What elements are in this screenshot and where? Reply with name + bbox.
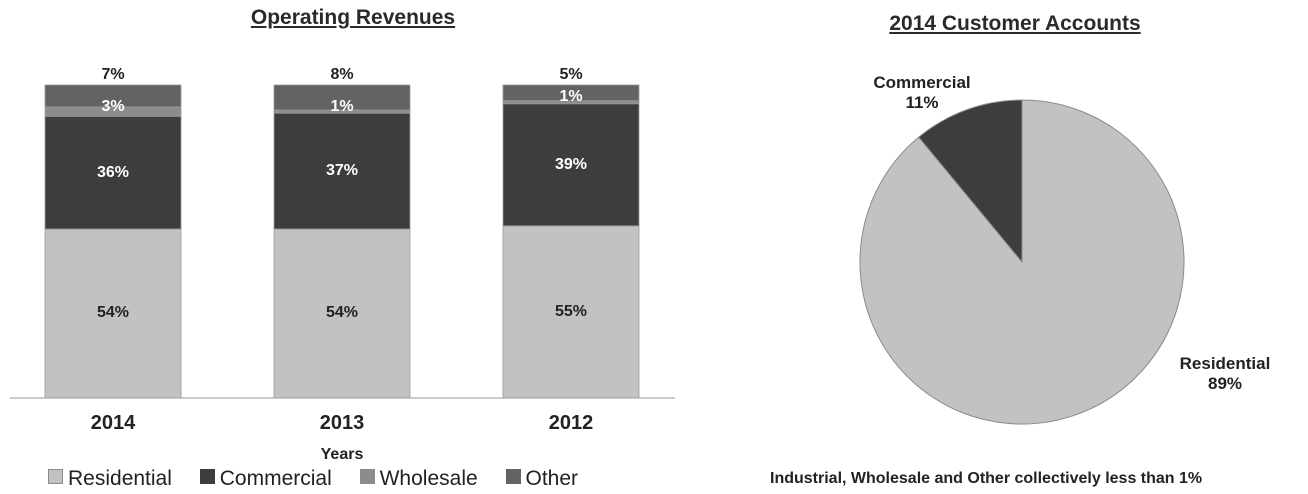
legend-item-wholesale: Wholesale <box>359 467 478 491</box>
x-tick-label: 2014 <box>90 412 136 434</box>
bar-segment-other <box>273 84 411 111</box>
bar-segment-residential <box>44 228 182 399</box>
legend-swatch <box>199 469 215 484</box>
x-axis-label: Years <box>320 446 364 463</box>
slice-name: Commercial <box>873 73 971 92</box>
bar-segment-other <box>44 84 182 108</box>
data-label: 1% <box>330 97 354 115</box>
data-label: 3% <box>101 97 125 115</box>
slice-value-label: 11% <box>905 93 939 112</box>
bar-segment-other <box>502 84 640 102</box>
legend-swatch <box>359 469 375 484</box>
bar-chart-title: Operating Revenues <box>250 6 456 29</box>
data-label: 8% <box>330 66 354 83</box>
legend-swatch <box>48 469 63 484</box>
data-label: 39% <box>554 155 588 173</box>
data-label: 5% <box>559 66 583 83</box>
pie-label-residential: Residential 89% <box>1165 354 1285 394</box>
pie-label-commercial: Commercial 11% <box>862 73 982 113</box>
legend-label: Commercial <box>219 467 332 490</box>
x-tick-label: 2012 <box>548 412 594 434</box>
bar-segment-residential <box>502 225 640 399</box>
x-tick-label: 2013 <box>319 412 365 434</box>
bar-segment-commercial <box>502 103 640 227</box>
legend-label: Residential <box>68 467 172 490</box>
data-label: 55% <box>554 302 588 320</box>
pie-footnote: Industrial, Wholesale and Other collecti… <box>770 470 1203 487</box>
data-label: 54% <box>96 304 130 322</box>
pie-chart-title: 2014 Customer Accounts <box>889 12 1141 35</box>
data-label: 36% <box>96 163 130 181</box>
pie-slice-commercial <box>918 99 1023 264</box>
data-label: 54% <box>325 304 359 322</box>
legend-item-commercial: Commercial <box>199 467 332 491</box>
legend-swatch <box>505 469 521 484</box>
legend-item-other: Other <box>505 467 579 491</box>
legend-label: Wholesale <box>379 467 478 490</box>
legend: Residential Commercial Wholesale Other <box>48 467 600 491</box>
bar-segment-residential <box>273 228 411 399</box>
data-label: 37% <box>325 162 359 180</box>
data-label: 1% <box>559 88 583 106</box>
slice-value-label: 89% <box>1207 374 1243 393</box>
data-label: 7% <box>101 66 125 83</box>
bar-segment-commercial <box>273 112 411 230</box>
legend-item-residential: Residential <box>48 467 172 491</box>
legend-label: Other <box>525 467 579 490</box>
slice-name: Residential <box>1179 354 1271 373</box>
